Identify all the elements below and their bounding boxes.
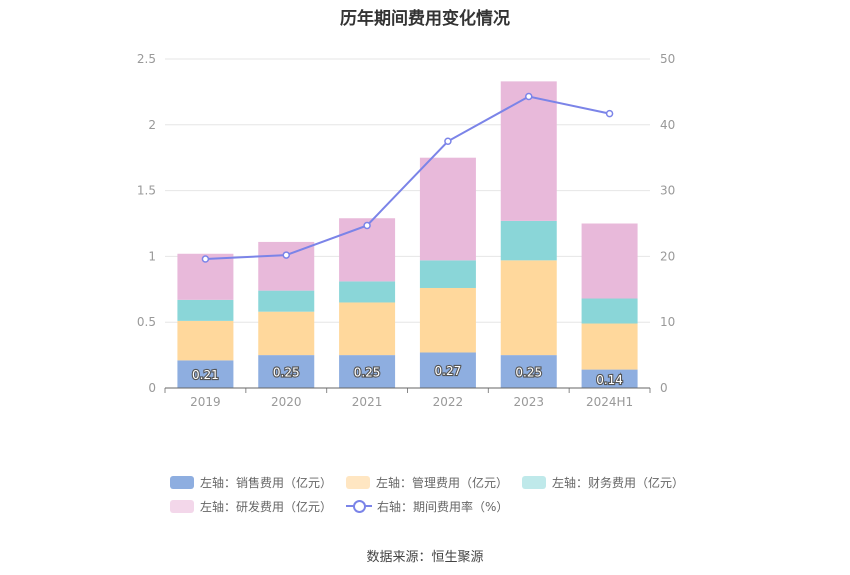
y-left-tick-label: 0.5 (137, 315, 156, 329)
expense-rate-point (605, 109, 614, 118)
legend-item-rnd[interactable]: 左轴：研发费用（亿元） (170, 498, 332, 515)
bar-admin (500, 260, 557, 356)
y-left-tick-label: 1 (148, 249, 156, 263)
chart-plot: 0 0.5 1 1.5 2 2.5 0 10 20 30 40 50 0.21 2019 0.25 2020 0… (137, 52, 675, 409)
y-left-tick-label: 2 (148, 118, 156, 132)
y-right-tick-label: 10 (660, 315, 675, 329)
bar-sales (500, 355, 557, 388)
legend-label-sales: 左轴：销售费用（亿元） (200, 475, 333, 490)
legend-label-admin: 左轴：管理费用（亿元） (376, 475, 509, 490)
bar-sales (581, 369, 638, 388)
legend-label-finance: 左轴：财务费用（亿元） (552, 475, 685, 490)
bar-data-label: 0.21 (192, 368, 219, 382)
bar-admin (419, 287, 476, 353)
y-right-tick-label: 50 (660, 52, 675, 66)
bar-finance (581, 298, 638, 324)
bar-finance (339, 281, 396, 303)
bar-finance (500, 220, 557, 261)
bar-admin (339, 302, 396, 356)
bar-finance (177, 299, 234, 321)
bar-data-label: 0.14 (596, 373, 623, 387)
legend-item-sales[interactable]: 左轴：销售费用（亿元） (170, 474, 332, 491)
expense-rate-line (205, 95, 610, 261)
y-left-tick-label: 2.5 (137, 52, 156, 66)
bar-data-label: 0.25 (354, 366, 381, 380)
y-left-tick-label: 1.5 (137, 184, 156, 198)
chart-title: 历年期间费用变化情况 (340, 9, 510, 29)
expense-rate-point (363, 221, 371, 230)
y-right-tick-label: 0 (660, 381, 668, 395)
bar-rnd (258, 241, 315, 291)
expense-rate-point (201, 255, 210, 263)
bar-data-label: 0.25 (515, 366, 542, 380)
bar-sales (258, 355, 315, 388)
bar-finance (258, 290, 315, 312)
legend-item-admin[interactable]: 左轴：管理费用（亿元） (346, 474, 508, 491)
legend-item-expense-rate[interactable]: 右轴：期间费用率（%） (346, 498, 508, 515)
data-source: 数据来源：恒生聚源 (366, 550, 484, 565)
bar-data-label: 0.25 (273, 366, 300, 380)
x-tick-label: 2019 (190, 395, 221, 409)
bar-rnd (419, 157, 476, 261)
y-right-tick-label: 30 (660, 184, 675, 198)
x-tick-label: 2022 (433, 395, 464, 409)
legend-line-icon (346, 499, 373, 513)
bar-rnd (581, 223, 638, 299)
expense-rate-point (525, 92, 533, 101)
expense-rate-point (444, 137, 452, 145)
bar-finance (419, 260, 476, 288)
bar-admin (581, 323, 638, 370)
y-right-tick-label: 20 (660, 249, 675, 263)
x-tick-label: 2023 (513, 395, 544, 409)
bar-sales (177, 360, 234, 388)
legend-swatch-admin (346, 475, 371, 489)
legend-label-expense-rate: 右轴：期间费用率（%） (377, 499, 509, 514)
bar-data-label: 0.27 (435, 364, 462, 378)
y-right-tick-label: 40 (660, 118, 675, 132)
expense-rate-point (282, 251, 290, 259)
legend-swatch-rnd (170, 499, 194, 513)
x-tick-label: 2020 (271, 395, 302, 409)
legend-swatch-finance (522, 475, 547, 489)
legend-swatch-sales (170, 475, 194, 489)
bar-sales (419, 352, 476, 388)
legend-item-finance[interactable]: 左轴：财务费用（亿元） (522, 474, 684, 491)
y-left-tick-label: 0 (148, 381, 156, 395)
chart-legend: 左轴：销售费用（亿元） 左轴：管理费用（亿元） 左轴：财务费用（亿元） 左轴：研… (170, 470, 710, 518)
bar-admin (177, 320, 234, 361)
legend-label-rnd: 左轴：研发费用（亿元） (200, 499, 333, 514)
bar-rnd (500, 81, 557, 221)
bar-admin (258, 311, 315, 356)
x-tick-label: 2024H1 (586, 395, 633, 409)
x-tick-label: 2021 (352, 395, 383, 409)
bar-sales (339, 355, 396, 388)
